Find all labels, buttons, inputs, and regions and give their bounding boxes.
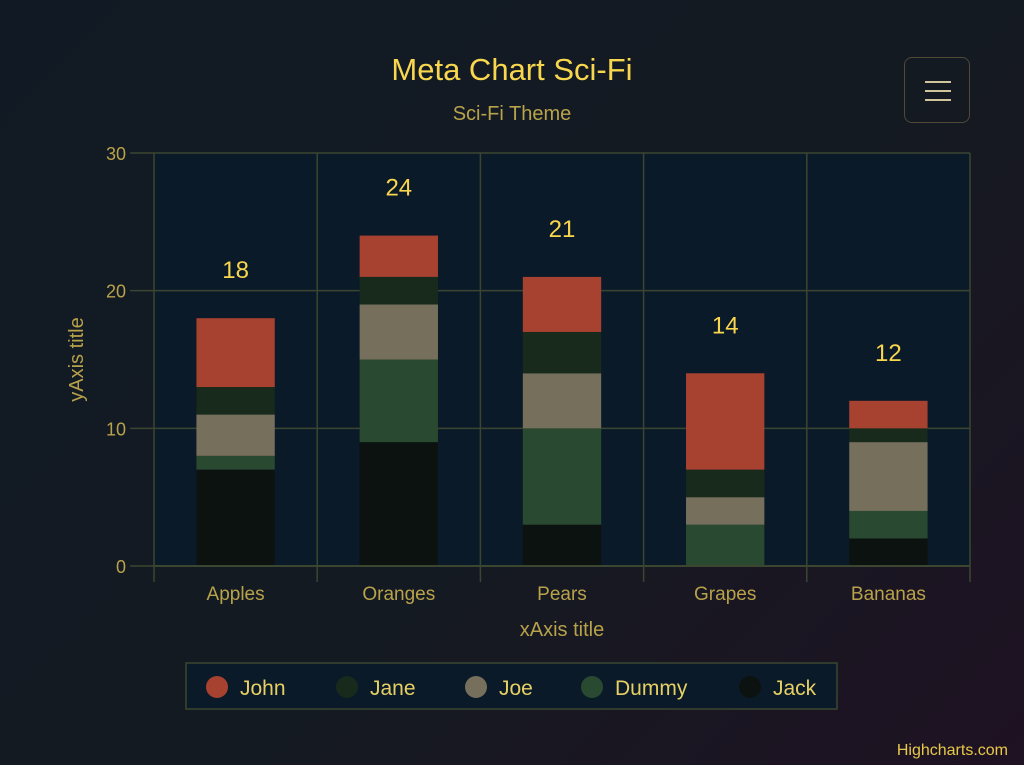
y-tick-label: 30 — [106, 144, 126, 164]
legend-item-label[interactable]: Jane — [370, 677, 416, 700]
x-tick-label: Pears — [537, 584, 587, 605]
x-tick-label: Bananas — [851, 584, 926, 605]
y-tick-label: 10 — [106, 419, 126, 439]
hamburger-menu-icon-line — [925, 90, 951, 92]
stack-total-label: 21 — [549, 216, 576, 243]
y-tick-label: 20 — [106, 282, 126, 302]
bar-segment[interactable] — [849, 538, 928, 566]
bar-segment[interactable] — [196, 455, 275, 470]
bar-segment[interactable] — [686, 469, 765, 498]
credits-link[interactable]: Highcharts.com — [896, 742, 1008, 759]
bar-segment[interactable] — [686, 524, 765, 566]
x-tick-label: Oranges — [362, 584, 435, 605]
chart-title: Meta Chart Sci-Fi — [391, 52, 633, 87]
bar-segment[interactable] — [196, 469, 275, 566]
bar-segment[interactable] — [522, 428, 602, 525]
legend-marker[interactable] — [206, 676, 228, 698]
legend-item-label[interactable]: John — [240, 677, 286, 700]
bar-segment[interactable] — [849, 442, 928, 511]
bar-segment[interactable] — [849, 428, 928, 443]
hamburger-menu-icon — [925, 81, 951, 83]
legend-marker[interactable] — [581, 676, 603, 698]
bar-segment[interactable] — [359, 359, 438, 443]
bar-segment[interactable] — [196, 414, 275, 456]
legend-item-label[interactable]: Jack — [773, 677, 817, 700]
stack-total-label: 12 — [875, 340, 902, 367]
x-axis-title: xAxis title — [520, 619, 604, 641]
bar-segment[interactable] — [522, 524, 602, 566]
x-tick-label: Apples — [207, 584, 265, 605]
stack-total-label: 14 — [712, 312, 739, 339]
bar-segment[interactable] — [849, 510, 928, 539]
legend-marker[interactable] — [465, 676, 487, 698]
bar-segment[interactable] — [686, 497, 765, 525]
bar-segment[interactable] — [359, 304, 438, 360]
bar-segment[interactable] — [686, 373, 765, 470]
chart-subtitle: Sci-Fi Theme — [452, 103, 572, 125]
bar-segment[interactable] — [522, 373, 602, 429]
hamburger-menu-icon-line — [925, 99, 951, 101]
legend-box — [185, 662, 838, 710]
bar-segment[interactable] — [522, 276, 602, 332]
legend-marker[interactable] — [336, 676, 358, 698]
legend-item-label[interactable]: Joe — [499, 677, 533, 700]
context-menu-button[interactable] — [904, 57, 970, 123]
y-axis-title: yAxis title — [66, 317, 88, 401]
legend-item-label[interactable]: Dummy — [615, 677, 688, 700]
y-tick-label: 0 — [116, 557, 126, 577]
bar-segment[interactable] — [359, 442, 438, 566]
legend-marker[interactable] — [739, 676, 761, 698]
bar-segment[interactable] — [522, 331, 602, 374]
bar-segment[interactable] — [196, 318, 275, 388]
bar-segment[interactable] — [359, 276, 438, 305]
stack-total-label: 18 — [222, 257, 249, 284]
x-tick-label: Grapes — [694, 584, 756, 605]
bar-segment[interactable] — [359, 235, 438, 277]
stack-total-label: 24 — [385, 175, 412, 202]
bar-segment[interactable] — [196, 387, 275, 415]
bar-segment[interactable] — [849, 400, 928, 429]
